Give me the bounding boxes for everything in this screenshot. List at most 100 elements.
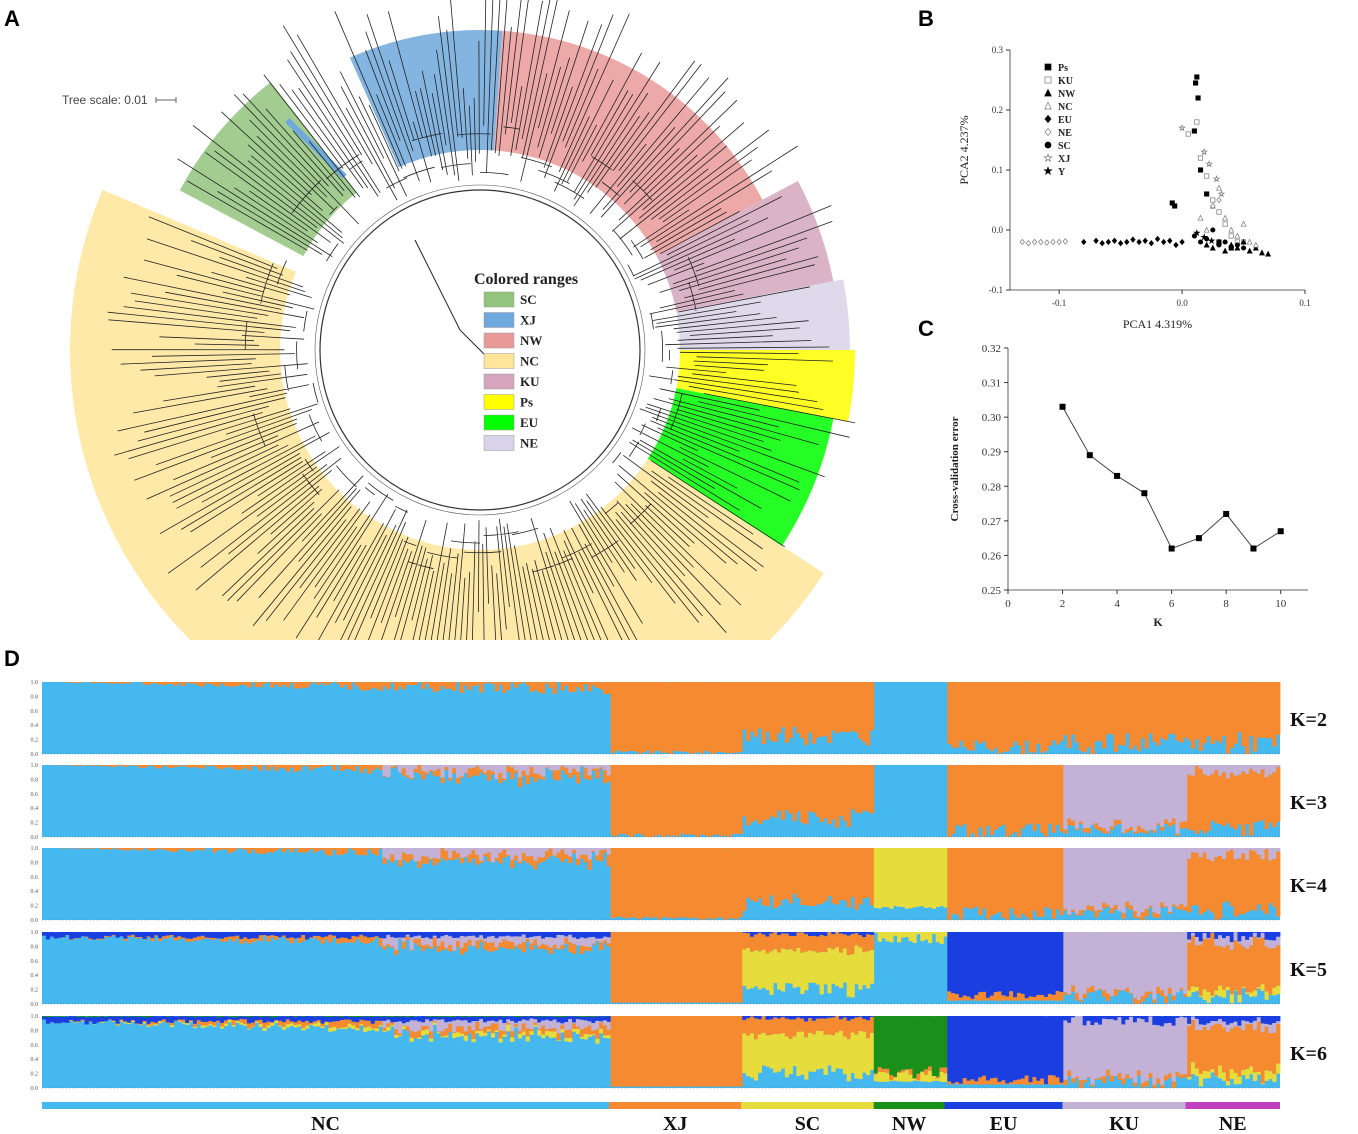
pca-ytick-label: 0.3 bbox=[992, 45, 1004, 55]
pca-point-eu bbox=[1111, 237, 1118, 244]
pca-point-xj bbox=[1200, 148, 1209, 156]
pca-point-eu bbox=[1099, 240, 1105, 247]
admixture-ytick-label: 1.0 bbox=[31, 680, 39, 686]
admixture-k-label: K=5 bbox=[1290, 959, 1327, 981]
pca-legend-marker-ku bbox=[1044, 76, 1052, 84]
admixture-ytick-label: 0.8 bbox=[31, 694, 39, 700]
cv-point bbox=[1195, 535, 1202, 542]
pca-y-axis-label: PCA2 4.237% bbox=[957, 115, 971, 184]
group-label-nc: NC bbox=[311, 1113, 340, 1134]
admixture-ytick-label: 0.8 bbox=[31, 777, 39, 783]
tree-range-ne bbox=[676, 279, 850, 350]
pca-point-ne bbox=[1050, 238, 1056, 246]
pca-point-eu bbox=[1124, 238, 1130, 246]
cv-point bbox=[1059, 403, 1066, 410]
cv-point bbox=[1223, 510, 1230, 517]
admixture-ytick-label: 0.4 bbox=[31, 806, 39, 812]
pca-point-eu bbox=[1142, 237, 1148, 244]
pca-point-nw bbox=[1203, 241, 1210, 248]
pca-point-sc bbox=[1240, 245, 1247, 251]
tree-branches bbox=[107, 0, 856, 640]
pca-point-nw bbox=[1222, 247, 1229, 254]
admixture-ytick-label: 0.2 bbox=[31, 988, 39, 994]
cv-point bbox=[1141, 490, 1148, 497]
group-bar-sc bbox=[741, 1102, 874, 1109]
pca-point-nc bbox=[1252, 241, 1259, 248]
pca-legend-marker-ne bbox=[1044, 127, 1052, 137]
pca-point-nc bbox=[1234, 232, 1241, 239]
pca-scatter-chart: -0.1 0.0 0.1 -0.1 0.0 0.1 0.2 0.3 PCA1 4.319% PCA… bbox=[957, 45, 1311, 331]
legend-swatch-ps bbox=[483, 394, 515, 410]
pca-point-sc bbox=[1216, 242, 1222, 248]
admixture-k-label: K=4 bbox=[1290, 875, 1327, 897]
legend-swatch-sc bbox=[483, 291, 515, 308]
legend-label-ku: KU bbox=[520, 374, 540, 389]
tree-range-xj bbox=[349, 30, 503, 168]
admixture-row-k3: 0.0 0.2 0.4 0.6 0.8 1.0 K=3 bbox=[31, 763, 1327, 841]
group-label-sc: SC bbox=[795, 1113, 821, 1134]
cv-point bbox=[1250, 545, 1257, 552]
legend-swatch-ne bbox=[483, 435, 515, 451]
panel-label-a: A bbox=[4, 6, 20, 31]
cv-ytick-label: 0.32 bbox=[982, 343, 1001, 355]
pca-point-xj bbox=[1217, 190, 1226, 198]
pca-ytick-label: 0.0 bbox=[992, 225, 1004, 235]
pca-point-ne bbox=[1044, 239, 1050, 246]
pca-point-nw bbox=[1209, 244, 1216, 251]
admixture-ytick-label: 0.0 bbox=[31, 918, 39, 924]
pca-legend-marker-eu bbox=[1044, 114, 1052, 124]
group-bar-eu bbox=[944, 1102, 1063, 1109]
admixture-ytick-label: 0.8 bbox=[31, 860, 39, 866]
cv-x-axis-label: K bbox=[1153, 615, 1163, 629]
phylogenetic-tree: Tree scale: 0.01 Colored ranges SC XJ NW NC… bbox=[62, 0, 856, 640]
pca-point-nc bbox=[1246, 238, 1253, 245]
cv-series-line bbox=[1062, 406, 1281, 550]
pca-point-eu bbox=[1093, 237, 1099, 244]
pca-point-ku bbox=[1216, 209, 1222, 215]
pca-point-sc bbox=[1197, 239, 1204, 245]
pca-point-nc bbox=[1215, 184, 1222, 191]
tree-range-ps bbox=[676, 350, 855, 422]
group-label-eu: EU bbox=[990, 1113, 1018, 1134]
admixture-ytick-label: 0.4 bbox=[31, 889, 39, 895]
pca-point-y bbox=[1200, 233, 1209, 241]
admixture-k-label: K=6 bbox=[1290, 1043, 1327, 1065]
pca-legend-marker-xj bbox=[1043, 152, 1053, 163]
cv-xtick-label: 8 bbox=[1223, 598, 1229, 610]
pca-x-axis-label: PCA1 4.319% bbox=[1123, 317, 1192, 331]
cv-xtick-label: 4 bbox=[1114, 598, 1120, 610]
pca-point-ne bbox=[1025, 240, 1032, 247]
group-label-nw: NW bbox=[892, 1113, 926, 1134]
pca-legend-label-eu: EU bbox=[1058, 115, 1072, 126]
pca-point-eu bbox=[1179, 238, 1185, 246]
group-bar-xj bbox=[609, 1102, 742, 1109]
pca-legend-marker-y bbox=[1043, 165, 1053, 176]
legend-label-ne: NE bbox=[520, 436, 538, 451]
pca-legend-marker-sc bbox=[1044, 141, 1052, 149]
admixture-ytick-label: 0.8 bbox=[31, 944, 39, 950]
pca-legend-label-xj: XJ bbox=[1058, 154, 1070, 165]
tree-colored-ranges bbox=[70, 30, 855, 640]
pca-legend-marker-nw bbox=[1044, 88, 1052, 97]
group-bar-ku bbox=[1062, 1102, 1186, 1109]
cv-ytick-label: 0.25 bbox=[982, 585, 1002, 597]
pca-point-sc bbox=[1228, 244, 1234, 250]
admixture-ytick-label: 0.0 bbox=[31, 1002, 39, 1008]
admixture-ytick-label: 1.0 bbox=[31, 846, 39, 852]
pca-point-ku bbox=[1228, 233, 1234, 239]
legend-swatch-nw bbox=[483, 332, 515, 349]
pca-point-nw bbox=[1240, 238, 1247, 245]
admixture-ytick-label: 0.0 bbox=[31, 835, 39, 841]
admixture-ytick-label: 0.4 bbox=[31, 973, 39, 979]
pca-point-eu bbox=[1167, 237, 1173, 244]
pca-point-nw bbox=[1252, 244, 1259, 251]
group-label-ne: NE bbox=[1219, 1113, 1247, 1134]
legend-swatch-xj bbox=[483, 312, 515, 328]
pca-point-nw bbox=[1265, 250, 1272, 257]
admixture-ytick-label: 0.8 bbox=[31, 1028, 39, 1034]
group-label-xj: XJ bbox=[663, 1113, 687, 1134]
tree-range-sc bbox=[179, 82, 357, 257]
tree-range-nc bbox=[70, 189, 824, 640]
admixture-ytick-label: 0.4 bbox=[31, 1057, 39, 1063]
pca-point-y bbox=[1207, 236, 1216, 245]
